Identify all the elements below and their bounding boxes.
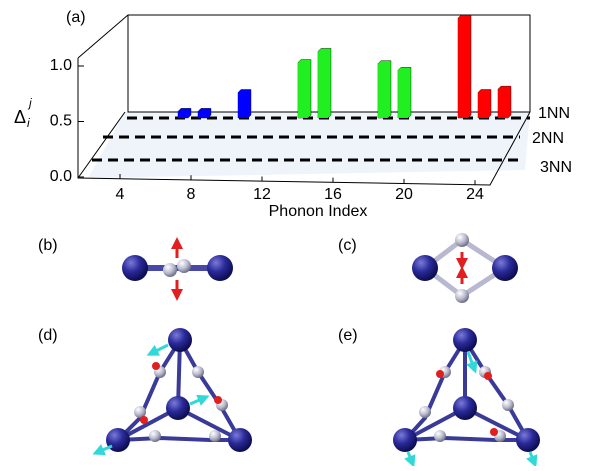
panel-label: (b): [38, 237, 58, 254]
molecule-d: (d): [38, 327, 252, 452]
panel-label: (d): [38, 327, 58, 344]
depth-label: 1NN: [538, 105, 570, 122]
panel-label: (a): [66, 9, 86, 26]
x-tick-label: 12: [253, 186, 271, 203]
bar-face: [378, 64, 388, 118]
bar-face: [238, 92, 248, 118]
bar-face: [178, 111, 188, 118]
x-tick-label: 16: [324, 186, 342, 203]
bar-face: [458, 18, 468, 118]
depth-label: 2NN: [532, 130, 564, 147]
molecule-c: (c): [338, 233, 518, 303]
y-axis-title-sup: j: [27, 96, 32, 110]
page: {"chart_data": {"type": "bar3d", "panel_…: [0, 0, 610, 466]
x-axis-title: Phonon Index: [269, 203, 368, 220]
figure: (a) Phonon Index Δ i j (b) (c) (d) (e): [0, 0, 610, 466]
bar-face: [498, 89, 508, 118]
panel-label: (c): [338, 237, 357, 254]
y-axis-title-sub: i: [27, 116, 30, 130]
x-tick-label: 24: [466, 186, 484, 203]
panel-label: (e): [338, 327, 358, 344]
bar-face: [298, 63, 308, 119]
x-tick-label: 8: [187, 186, 196, 203]
molecule-e: (e): [338, 327, 540, 462]
bar-face: [198, 111, 208, 118]
y-tick-label: 1.0: [50, 57, 72, 74]
x-tick-label: 4: [116, 186, 125, 203]
y-tick-label: 0.5: [50, 113, 72, 130]
bar-face: [318, 51, 328, 118]
depth-label: 3NN: [540, 159, 572, 176]
y-tick-label: 0.0: [50, 168, 72, 185]
x-tick-label: 20: [395, 186, 413, 203]
floor: [88, 112, 530, 178]
y-axis-title: Δ: [14, 107, 26, 127]
bar-face: [398, 70, 408, 118]
bar-face: [478, 92, 488, 118]
molecule-b: (b): [38, 237, 233, 295]
